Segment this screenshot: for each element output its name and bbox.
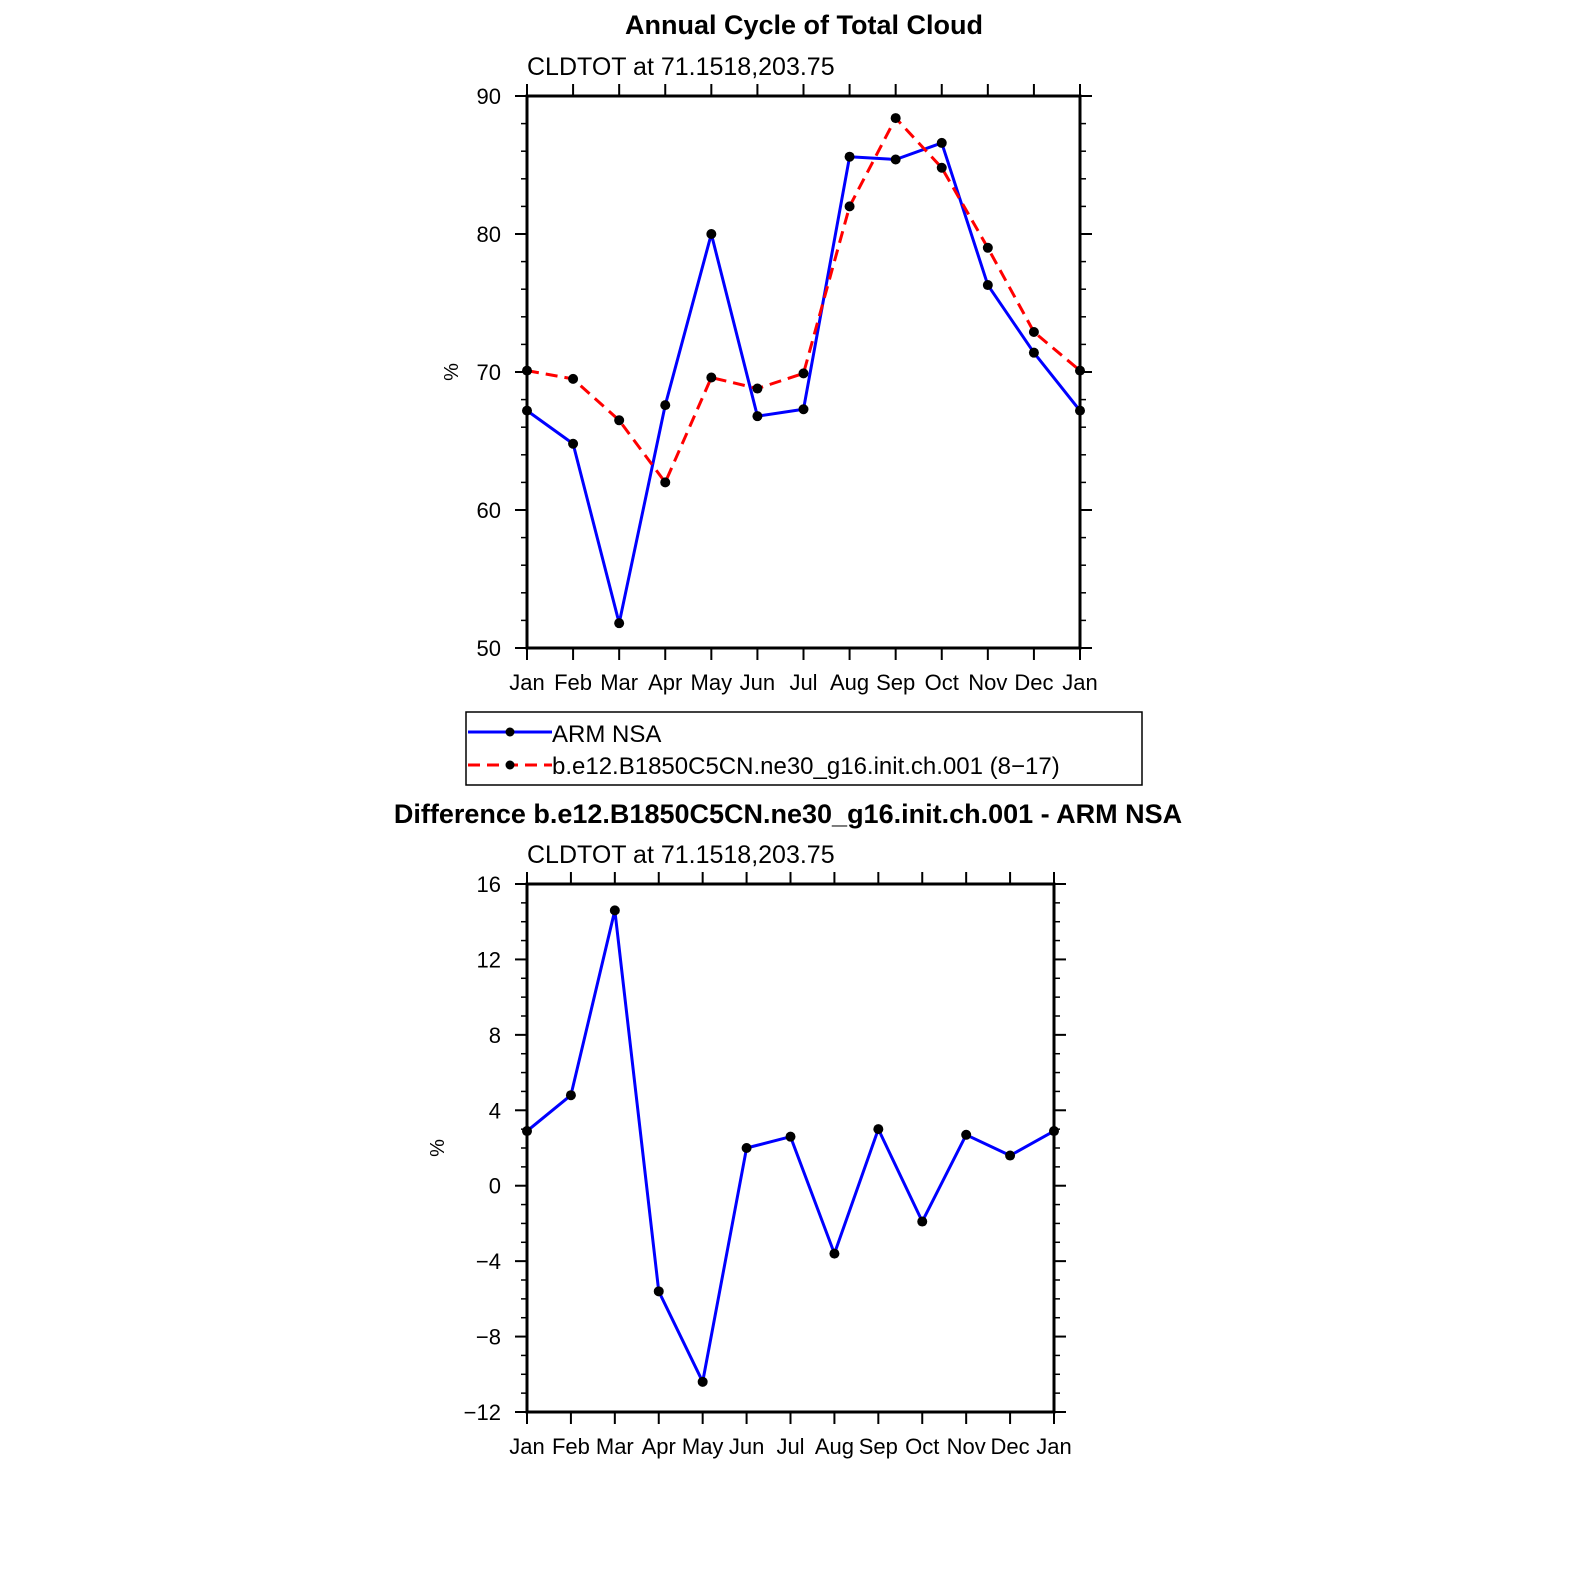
bot-xtick-label: Dec [991,1434,1030,1459]
legend: ARM NSA b.e12.B1850C5CN.ne30_g16.init.ch… [465,711,1143,786]
bot-series-0-point [697,1376,708,1387]
bot-ytick-label: 12 [477,947,501,972]
top-chart-subtitle: CLDTOT at 71.1518,203.75 [527,53,835,81]
top-xtick-label: Apr [648,670,682,695]
top-series-1-point [982,242,993,253]
bottom-chart-subtitle: CLDTOT at 71.1518,203.75 [527,841,835,869]
bot-xtick-label: Jan [1036,1434,1071,1459]
bot-xtick-label: Aug [815,1434,854,1459]
bot-ytick-label: 0 [489,1174,501,1199]
top-series-0-point [660,400,671,411]
top-series-0-point [982,280,993,291]
legend-entry-arm-nsa: ARM NSA [468,721,661,748]
top-xtick-label: Jan [509,670,544,695]
top-chart-ylabel: % [441,363,463,381]
top-series-1-point [890,113,901,124]
top-xtick-label: Jul [789,670,817,695]
bot-series-0-point [873,1124,884,1135]
top-series-1-point [798,368,809,379]
bot-xtick-label: Jan [509,1434,544,1459]
bottom-chart-title: Difference b.e12.B1850C5CN.ne30_g16.init… [394,799,1182,829]
bot-ytick-label: −8 [476,1325,501,1350]
bot-ytick-label: 8 [489,1023,501,1048]
bot-xtick-label: Jul [776,1434,804,1459]
bot-series-0-point [741,1143,752,1153]
top-series-1-point [522,365,532,376]
top-series-1-point [1028,326,1039,337]
bot-series-0-point [829,1248,840,1259]
legend-marker-arm-nsa [505,727,515,737]
bot-xtick-label: Jun [729,1434,764,1459]
bot-xtick-label: Feb [552,1434,590,1459]
top-series-0-point [706,229,717,239]
top-series-1-point [568,373,579,384]
top-xtick-label: Jun [740,670,775,695]
legend-label-arm-nsa: ARM NSA [552,721,661,748]
top-series-0-point [844,151,855,162]
bot-series-0-point [565,1090,576,1101]
bot-series-0-point [609,905,620,916]
bot-series-0-point [653,1286,664,1297]
top-ytick-label: 70 [477,360,501,385]
bot-ytick-label: 4 [489,1098,501,1123]
top-series-1-point [844,201,855,212]
top-series-0-point [1075,405,1085,416]
top-xtick-label: May [691,670,733,695]
bot-series-0-point [785,1131,796,1142]
top-series-1-point [752,383,763,394]
top-xtick-label: Dec [1014,670,1053,695]
top-series-0-point [1028,347,1039,358]
top-series-0-point [522,405,532,416]
legend-box [465,711,1143,786]
bot-ytick-label: −4 [476,1249,501,1274]
top-series-line-0 [526,141,1082,625]
bot-xtick-label: Oct [905,1434,939,1459]
bot-xtick-label: May [682,1434,724,1459]
top-series-0-point [568,438,579,449]
top-series-1-point [660,477,671,488]
bot-series-0-point [1005,1150,1016,1161]
legend-marker-model [505,760,515,770]
top-ytick-label: 50 [477,636,501,661]
top-xtick-label: Nov [968,670,1007,695]
bot-ytick-label: 16 [477,872,501,897]
legend-label-model: b.e12.B1850C5CN.ne30_g16.init.ch.001 (8−… [552,753,1060,780]
legend-entry-model: b.e12.B1850C5CN.ne30_g16.init.ch.001 (8−… [468,753,1060,780]
top-chart-title: Annual Cycle of Total Cloud [625,10,983,40]
top-xtick-label: Jan [1062,670,1097,695]
top-xtick-label: Mar [600,670,638,695]
top-series-0-point [936,137,947,148]
bot-series-0-point [961,1129,972,1140]
top-ytick-label: 60 [477,498,501,523]
bot-series-0-point [1049,1126,1059,1137]
top-xtick-label: Sep [876,670,915,695]
top-series-1-point [936,162,947,173]
top-xtick-label: Feb [554,670,592,695]
top-xtick-label: Aug [830,670,869,695]
top-xtick-label: Oct [925,670,959,695]
top-series-0-point [614,618,625,629]
top-series-1-point [614,415,625,426]
bot-xtick-label: Nov [947,1434,986,1459]
bottom-plot-frame [525,882,1056,1414]
bot-xtick-label: Sep [859,1434,898,1459]
top-ytick-label: 90 [477,84,501,109]
bot-series-line-0 [526,908,1055,1384]
bot-ytick-label: −12 [464,1400,501,1425]
top-series-0-point [752,411,763,422]
top-series-1-point [706,372,717,383]
top-series-0-point [890,154,901,165]
bot-xtick-label: Apr [642,1434,676,1459]
top-series-0-point [798,404,809,415]
bot-series-0-point [917,1216,928,1227]
top-ytick-label: 80 [477,222,501,247]
bot-series-0-point [522,1126,532,1137]
top-series-1-point [1075,365,1085,376]
bottom-chart-ylabel: % [427,1139,449,1157]
bot-xtick-label: Mar [596,1434,634,1459]
